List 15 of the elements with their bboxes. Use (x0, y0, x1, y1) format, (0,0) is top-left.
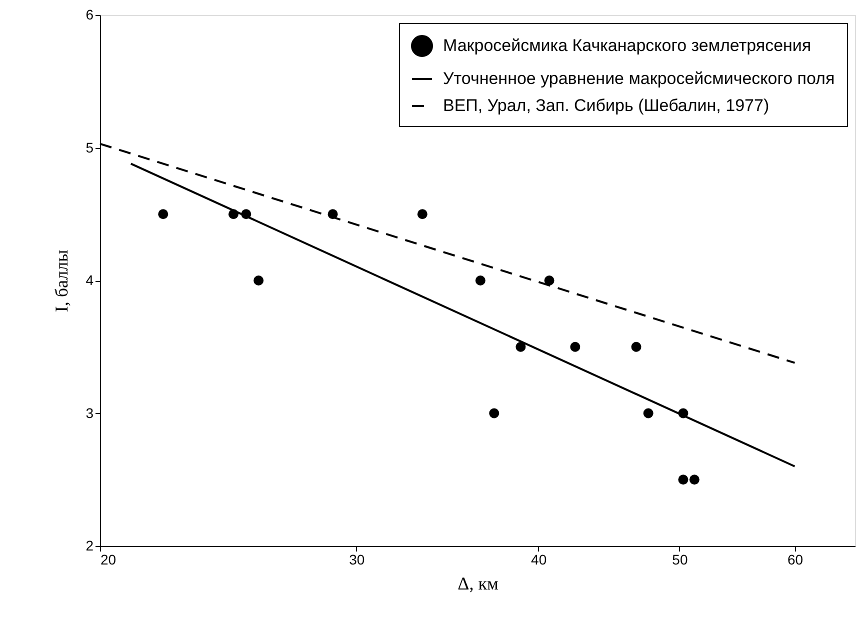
y-tick-label: 4 (86, 272, 94, 288)
x-tick-label: 20 (100, 552, 116, 568)
x-tick-label: 40 (531, 552, 547, 568)
x-tick-label: 50 (672, 552, 688, 568)
y-tick-label: 6 (86, 6, 94, 22)
y-tick-label: 3 (86, 404, 94, 421)
legend-label: Уточненное уравнение макросейсмического поля (443, 69, 835, 88)
y-tick-label: 5 (86, 139, 94, 156)
legend-label: Макросейсмика Качканарского землетрясения (443, 36, 812, 55)
y-axis-title: I, баллы (52, 250, 72, 312)
y-tick-label: 2 (86, 538, 94, 554)
x-tick-label: 30 (349, 552, 365, 568)
x-axis-title: Δ, км (458, 574, 498, 594)
legend-label: ВЕП, Урал, Зап. Сибирь (Шебалин, 1977) (443, 96, 770, 115)
x-tick-label: 60 (787, 552, 804, 568)
